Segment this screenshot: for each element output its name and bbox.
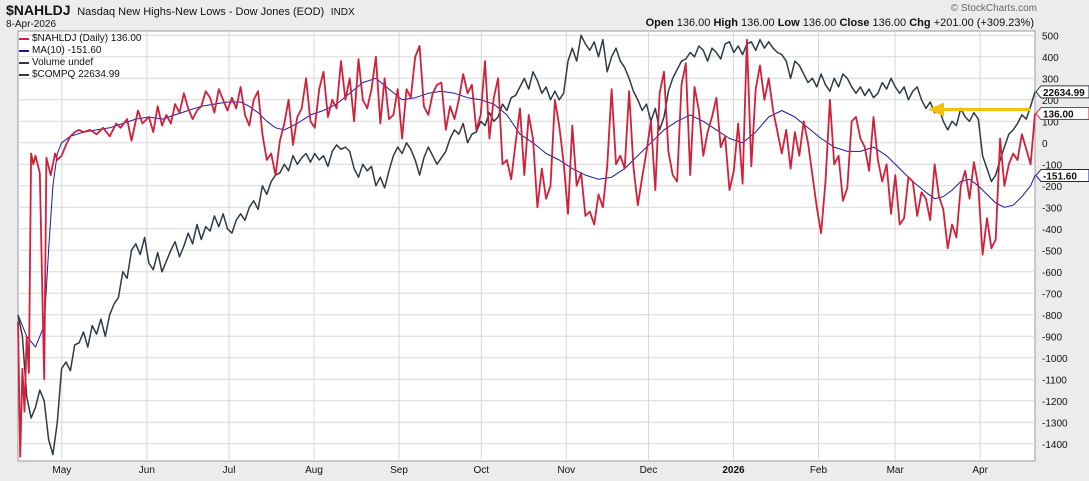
series-layer xyxy=(17,34,1036,458)
price-tag-box xyxy=(1035,85,1089,99)
price-tag-label: -151.60 xyxy=(1043,171,1077,182)
x-tick-label: Jun xyxy=(139,465,155,476)
x-tick-label: Aug xyxy=(305,465,323,476)
x-axis: May Jun Jul Aug Sep Oct Nov Dec 2026 Feb Mar Apr xyxy=(52,465,988,476)
price-tag: 22634.99 xyxy=(1035,85,1089,99)
y-tick-label: -800 xyxy=(1042,311,1062,322)
y-tick-label: -600 xyxy=(1042,268,1062,279)
open-value: 136.00 xyxy=(676,17,711,29)
price-tag-box xyxy=(1035,107,1089,121)
high-label: High xyxy=(713,17,738,29)
x-tick-label: Dec xyxy=(640,465,658,476)
x-tick-label: May xyxy=(52,465,71,476)
chg-value: +201.00 (+309.23%) xyxy=(933,17,1034,29)
y-tick-label: -400 xyxy=(1042,225,1062,236)
y-tick-label: -100 xyxy=(1042,160,1062,171)
legend-swatch xyxy=(19,74,29,76)
legend-swatch xyxy=(19,38,29,40)
ticker-description: Nasdaq New Highs-New Lows - Dow Jones (E… xyxy=(77,6,325,18)
y-tick-label: -1400 xyxy=(1042,440,1068,451)
legend-entry-volume: Volume undef xyxy=(19,57,142,69)
high-value: 136.00 xyxy=(740,17,775,29)
legend-entry-nahldj: $NAHLDJ (Daily) 136.00 xyxy=(19,33,142,45)
annotation-arrow xyxy=(928,102,1030,117)
series-line-ma10[interactable] xyxy=(17,77,1036,348)
legend-label: $COMPQ 22634.99 xyxy=(32,69,120,80)
series-line-compq[interactable] xyxy=(17,34,1036,456)
legend-entry-ma: MA(10) -151.60 xyxy=(19,45,142,57)
y-tick-label: -1200 xyxy=(1042,397,1068,408)
price-tag: 136.00 xyxy=(1035,107,1089,121)
legend-label: Volume undef xyxy=(32,57,94,68)
legend-label: $NAHLDJ (Daily) 136.00 xyxy=(32,33,142,44)
series-line-nahldj[interactable] xyxy=(17,38,1036,458)
y-tick-label: -200 xyxy=(1042,182,1062,193)
arrow-head xyxy=(928,102,944,117)
open-label: Open xyxy=(645,17,674,29)
close-value: 136.00 xyxy=(872,17,907,29)
y-tick-label: 0 xyxy=(1042,139,1048,150)
x-tick-label: Apr xyxy=(972,465,988,476)
x-tick-label: Nov xyxy=(557,465,575,476)
x-tick-label: Mar xyxy=(887,465,905,476)
legend: $NAHLDJ (Daily) 136.00 MA(10) -151.60 Vo… xyxy=(19,33,142,81)
chart-header: $NAHLDJ Nasdaq New Highs-New Lows - Dow … xyxy=(6,2,355,18)
brand-watermark: © StockCharts.com xyxy=(950,3,1037,14)
price-tags: 22634.99 136.00 -151.60 xyxy=(1035,85,1089,182)
legend-label: MA(10) -151.60 xyxy=(32,45,102,56)
y-tick-label: 200 xyxy=(1042,96,1059,107)
y-tick-label: -1100 xyxy=(1042,375,1067,386)
x-tick-label: Jul xyxy=(223,465,236,476)
y-tick-label: -300 xyxy=(1042,203,1062,214)
legend-swatch xyxy=(19,62,29,64)
legend-entry-compq: $COMPQ 22634.99 xyxy=(19,69,142,81)
y-axis: 500 400 300 200 100 0 -100 -200 -300 -400 -500 -600… xyxy=(1042,31,1068,451)
y-tick-label: -500 xyxy=(1042,246,1062,257)
low-value: 136.00 xyxy=(802,17,837,29)
x-tick-label: 2026 xyxy=(722,465,745,476)
y-tick-label: -1300 xyxy=(1042,418,1068,429)
exchange-label: INDX xyxy=(330,7,355,18)
x-tick-label: Sep xyxy=(390,465,408,476)
y-tick-label: -1000 xyxy=(1042,354,1068,365)
chart-date: 8-Apr-2026 xyxy=(6,19,57,30)
y-tick-label: 500 xyxy=(1042,31,1059,42)
price-tag: -151.60 xyxy=(1035,168,1089,182)
x-tick-label: Oct xyxy=(473,465,489,476)
legend-swatch xyxy=(19,50,29,52)
price-tag-label: 136.00 xyxy=(1043,110,1074,121)
y-tick-label: 300 xyxy=(1042,74,1059,85)
y-tick-label: -700 xyxy=(1042,289,1062,300)
chg-label: Chg xyxy=(909,17,931,29)
y-tick-label: -900 xyxy=(1042,332,1062,343)
price-tag-box xyxy=(1035,168,1089,182)
plot-area[interactable] xyxy=(17,30,1036,462)
low-label: Low xyxy=(777,17,800,29)
grid-lines xyxy=(18,31,1035,461)
ohlc-readout: Open 136.00 High 136.00 Low 136.00 Close… xyxy=(646,17,1034,29)
ticker-symbol[interactable]: $NAHLDJ xyxy=(6,2,71,18)
x-tick-label: Feb xyxy=(810,465,828,476)
y-tick-label: 100 xyxy=(1042,117,1059,128)
close-label: Close xyxy=(839,17,870,29)
price-tag-label: 22634.99 xyxy=(1043,88,1085,99)
y-tick-label: 400 xyxy=(1042,53,1059,64)
